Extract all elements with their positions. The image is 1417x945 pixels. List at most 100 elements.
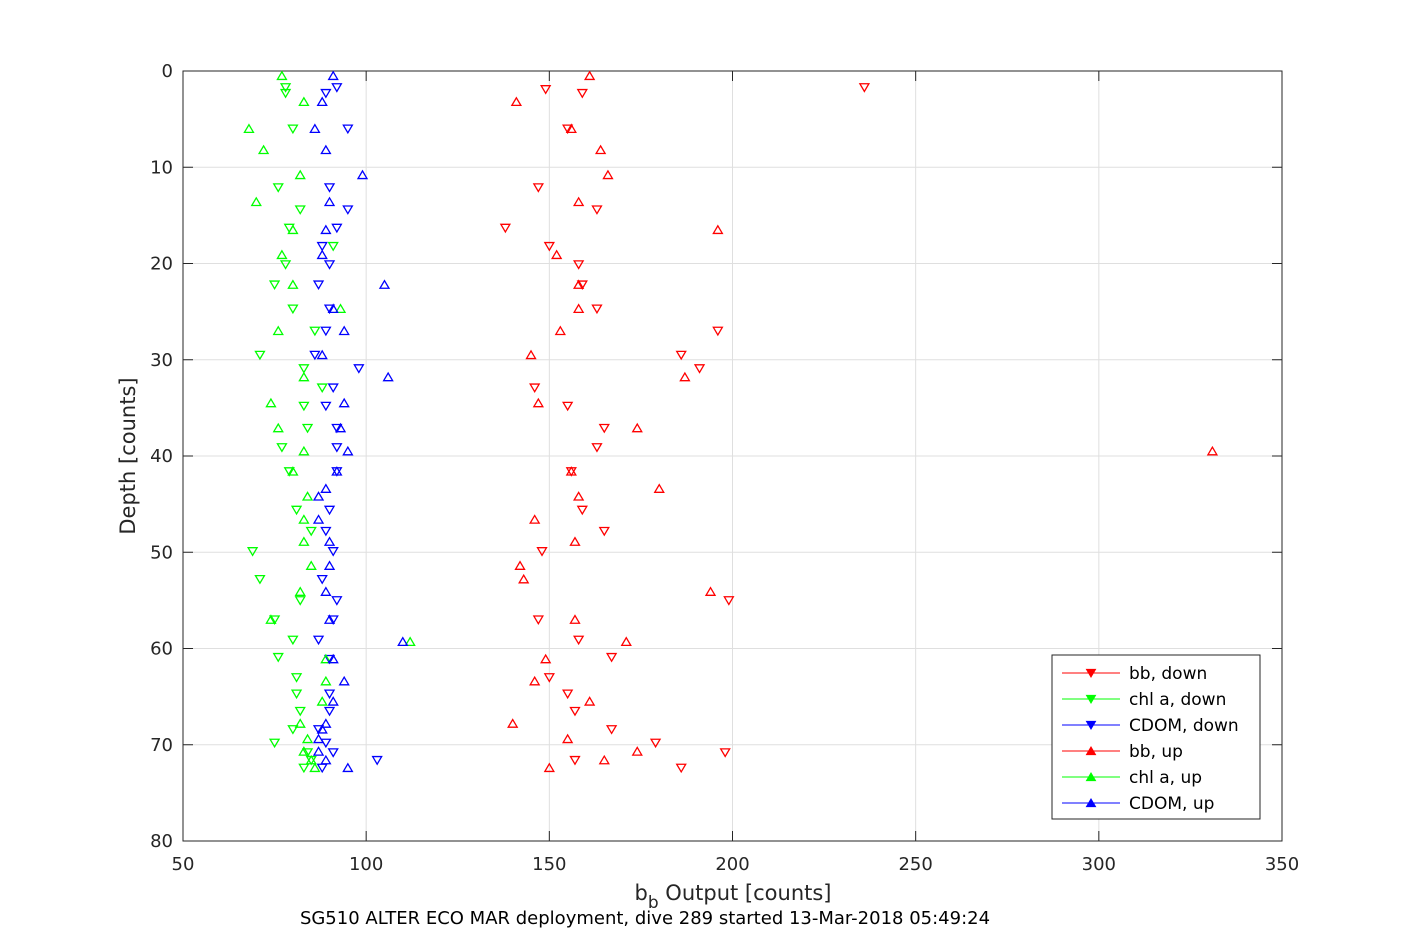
y-axis-label: Depth [counts] — [116, 377, 140, 534]
data-point — [298, 96, 310, 107]
legend-label: chl a, up — [1129, 768, 1202, 788]
legend-marker — [1085, 694, 1097, 705]
data-point — [316, 349, 328, 360]
data-point — [342, 124, 354, 135]
data-point — [323, 196, 336, 207]
y-tick-label: 80 — [150, 831, 173, 852]
data-point — [653, 483, 665, 493]
data-point — [290, 673, 303, 683]
data-point — [320, 586, 332, 596]
data-point — [562, 689, 574, 700]
legend-marker — [1085, 797, 1097, 808]
data-point — [290, 689, 303, 700]
data-point — [323, 614, 336, 624]
data-point — [338, 397, 350, 408]
y-tick-label: 20 — [150, 254, 173, 275]
data-point — [858, 83, 871, 93]
data-point — [327, 615, 339, 625]
legend-label: bb, down — [1129, 664, 1207, 684]
data-point — [316, 383, 328, 393]
data-point — [287, 466, 299, 476]
data-point — [514, 560, 526, 570]
y-tick-label: 30 — [150, 350, 173, 371]
data-point — [371, 755, 383, 766]
data-point — [320, 224, 332, 235]
data-point — [327, 653, 339, 664]
data-point — [272, 422, 284, 433]
data-point — [287, 224, 299, 235]
data-point — [543, 241, 555, 252]
data-point — [631, 746, 643, 756]
data-point — [598, 526, 610, 537]
x-tick-label: 200 — [715, 854, 749, 875]
data-point — [316, 696, 328, 706]
figure-caption: SG510 ALTER ECO MAR deployment, dive 289… — [300, 908, 990, 929]
data-point — [320, 144, 332, 155]
x-tick-label: 350 — [1265, 854, 1299, 875]
data-point — [712, 326, 724, 337]
data-point — [312, 280, 325, 291]
data-point — [309, 326, 321, 337]
data-point — [298, 536, 310, 546]
data-point — [499, 223, 512, 234]
legend-marker — [1085, 668, 1097, 679]
data-point — [323, 654, 336, 665]
data-point — [605, 725, 618, 735]
data-point — [675, 350, 687, 361]
data-point — [529, 514, 541, 524]
legend-marker — [1085, 771, 1097, 782]
y-tick-label: 50 — [150, 542, 173, 563]
data-point — [562, 733, 574, 744]
data-point — [301, 491, 314, 501]
data-point — [312, 514, 325, 524]
data-point — [312, 746, 325, 756]
data-point — [305, 754, 317, 765]
data-point — [569, 536, 581, 546]
x-tick-label: 250 — [898, 854, 932, 875]
data-point — [551, 249, 563, 260]
data-point — [569, 614, 581, 624]
data-point — [301, 733, 314, 744]
data-point — [518, 573, 530, 584]
x-axis-label-rest: Output [counts] — [659, 881, 832, 905]
data-point — [331, 423, 343, 434]
data-point — [562, 124, 574, 135]
y-tick-label: 60 — [150, 639, 173, 660]
data-point — [298, 401, 310, 412]
data-point — [529, 383, 541, 393]
data-point — [1206, 445, 1219, 456]
data-point — [569, 706, 581, 717]
y-tick-label: 0 — [162, 61, 173, 82]
data-point — [298, 763, 310, 774]
y-tick-label: 10 — [150, 157, 173, 178]
data-point — [312, 725, 325, 735]
data-point — [305, 526, 317, 537]
x-tick-label: 100 — [349, 854, 383, 875]
data-point — [316, 724, 328, 734]
series-2 — [309, 83, 383, 774]
data-point — [327, 748, 339, 758]
data-point — [598, 423, 610, 434]
data-point — [334, 422, 347, 433]
data-point — [320, 326, 332, 337]
series-4 — [243, 70, 416, 773]
x-axis-label-main: b — [634, 881, 647, 905]
data-point — [543, 673, 555, 683]
data-point — [320, 526, 332, 537]
data-point — [554, 325, 566, 336]
data-point — [649, 738, 662, 749]
data-point — [312, 733, 325, 744]
data-point — [576, 280, 588, 291]
data-point — [323, 560, 336, 570]
data-point — [334, 303, 347, 313]
data-point — [602, 169, 614, 180]
data-point — [294, 169, 306, 180]
data-point — [576, 505, 588, 516]
x-tick-label: 150 — [532, 854, 566, 875]
data-point — [529, 675, 541, 686]
data-point — [327, 241, 339, 252]
data-point — [272, 652, 284, 663]
data-point — [540, 653, 552, 664]
data-point — [338, 675, 350, 686]
